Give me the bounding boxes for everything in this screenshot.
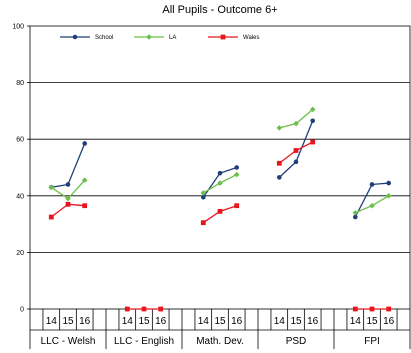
series-wales [48,139,392,312]
legend-marker-la [146,34,152,40]
school-point [82,141,87,146]
group-label: LLC - English [114,336,174,347]
x-axis: 14 15 16 LLC - Welsh 14 15 16 LLC - English 14 15… [29,309,411,349]
legend: School LA Wales [60,34,259,41]
la-point [352,209,359,216]
school-point [201,194,206,200]
wales-point [124,306,130,312]
y-tick-label: 20 [16,250,24,257]
series-layer [48,106,392,312]
la-point [276,125,283,131]
legend-label-school: School [95,35,113,41]
x-tick-label: 14 [350,316,362,327]
school-point [217,170,223,176]
y-tick-label: 60 [16,137,24,144]
chart-title: All Pupils - Outcome 6+ [162,4,277,16]
wales-point [200,220,206,226]
wales-point [369,306,375,312]
school-point [386,180,392,186]
wales-point [48,214,54,220]
x-tick-label: 14 [198,316,210,327]
la-point [65,195,71,202]
group-label: FPI [364,336,380,347]
x-tick-label: 16 [383,316,395,327]
wales-point [82,203,88,209]
x-tick-label: 14 [122,316,134,327]
group-label: LLC - Welsh [41,336,96,347]
y-tick-label: 80 [16,80,24,87]
school-point [353,214,358,220]
plot-area [29,25,411,310]
la-point [385,193,392,199]
school-point [369,182,375,187]
la-point [48,184,55,191]
la-point [369,202,375,209]
la-point [200,190,207,196]
school-point [310,118,316,124]
wales-point [276,160,282,166]
y-axis: 0 20 40 60 80 100 [12,24,30,314]
x-tick-label: 16 [155,316,167,327]
x-tick-label: 15 [214,316,226,327]
x-tick-label: 15 [290,316,302,327]
wales-point [217,208,223,214]
school-point [293,159,299,165]
la-point [309,106,316,113]
x-tick-label: 16 [231,316,243,327]
group-label: PSD [286,336,307,347]
wales-point [352,306,358,312]
school-point [277,175,282,180]
x-tick-label: 16 [79,316,91,327]
x-tick-label: 15 [366,316,378,327]
group-label: Math. Dev. [196,336,244,347]
x-tick-label: 15 [62,316,74,327]
legend-marker-wales [220,34,226,40]
legend-label-la: LA [169,35,176,41]
y-tick-label: 0 [20,307,24,314]
wales-point [158,306,164,312]
wales-point [293,148,299,153]
legend-label-wales: Wales [243,35,259,41]
grid-lines [30,82,410,253]
x-tick-label: 14 [274,316,286,327]
la-point [293,120,299,127]
wales-point [65,201,71,207]
series-la [48,106,392,216]
school-point [65,182,71,187]
wales-point [310,139,316,145]
x-tick-label: 15 [138,316,150,327]
x-tick-label: 14 [46,316,58,327]
x-tick-label: 16 [307,316,319,327]
la-point [233,171,240,178]
wales-point [141,306,147,312]
school-point [234,165,239,170]
la-point [217,180,223,186]
legend-marker-school [72,34,78,40]
wales-point [234,203,240,209]
y-tick-label: 40 [16,193,24,200]
wales-point [386,306,392,312]
la-point [81,177,88,184]
y-tick-label: 100 [12,24,24,31]
